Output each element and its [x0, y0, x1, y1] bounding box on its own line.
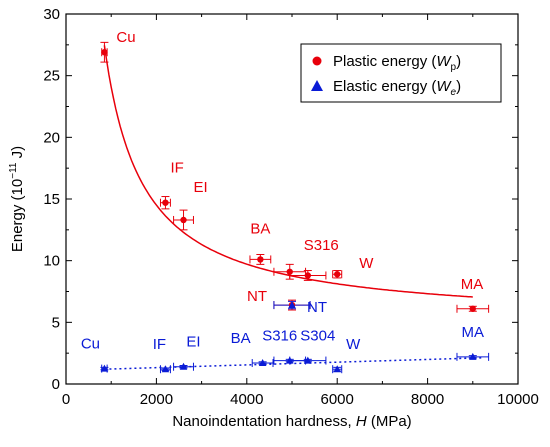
- point-label-s316: S316: [304, 237, 339, 254]
- x-tick-label: 2000: [140, 391, 173, 408]
- point-plastic-ba: [257, 256, 264, 263]
- legend-box: [300, 43, 502, 103]
- y-tick-label: 0: [52, 376, 60, 393]
- x-tick-label: 4000: [230, 391, 263, 408]
- x-axis-title: Nanoindentation hardness, H (MPa): [172, 413, 411, 430]
- point-elastic-s304: [304, 356, 312, 364]
- y-tick-label: 10: [43, 253, 60, 270]
- point-label-ei: EI: [186, 334, 200, 351]
- axis-ticks: 0 2000 4000 6000 8000 10000 0 5 10 15 20 25 30: [43, 6, 539, 408]
- point-elastic-ba: [258, 359, 267, 367]
- x-tick-label: 6000: [321, 391, 354, 408]
- point-elastic-cu: [100, 364, 109, 372]
- legend-marker-plastic: [312, 56, 322, 66]
- data-markers: [100, 49, 477, 373]
- y-tick-label: 30: [43, 6, 60, 23]
- point-label-cu: Cu: [81, 336, 100, 353]
- x-tick-label: 10000: [497, 391, 539, 408]
- point-label-ba: BA: [250, 220, 270, 237]
- point-label-ba: BA: [231, 330, 251, 347]
- point-label-ei: EI: [194, 179, 208, 196]
- point-plastic-if: [162, 199, 169, 206]
- y-tick-label: 25: [43, 68, 60, 85]
- legend-marker-elastic: [311, 80, 323, 91]
- point-plastic-ma: [469, 305, 476, 312]
- point-plastic-w: [334, 271, 341, 278]
- plot-frame: [65, 13, 519, 385]
- y-tick-label: 20: [43, 129, 60, 146]
- point-elastic-w: [333, 365, 341, 373]
- point-label-s316: S316: [262, 328, 297, 345]
- point-elastic-ei: [179, 362, 188, 370]
- point-elastic-if: [161, 365, 170, 373]
- point-label-nt: NT: [247, 288, 267, 305]
- point-plastic-ei: [180, 216, 187, 224]
- fit-curves: [103, 45, 482, 370]
- point-label-cu: Cu: [116, 29, 135, 46]
- legend-label-plastic: Plastic energy (Wp): [333, 53, 461, 73]
- point-label-w: W: [346, 336, 361, 353]
- point-elastic-ma: [469, 352, 477, 360]
- point-plastic-cu: [101, 49, 108, 56]
- point-label-w: W: [359, 255, 374, 272]
- point-elastic-s316: [285, 356, 294, 364]
- x-tick-label: 8000: [411, 391, 444, 408]
- x-tick-label: 0: [62, 391, 70, 408]
- fit-curve-plastic: [103, 45, 473, 298]
- legend: Plastic energy (Wp) Elastic energy (We): [300, 43, 502, 103]
- legend-label-elastic: Elastic energy (We): [333, 78, 461, 98]
- point-label-ma: MA: [461, 276, 484, 293]
- y-axis-title: Energy (10−11 J): [8, 146, 26, 252]
- point-label-nt: NT: [307, 299, 327, 316]
- point-plastic-s316: [286, 268, 293, 275]
- point-label-s304: S304: [300, 328, 335, 345]
- y-tick-label: 5: [52, 314, 60, 331]
- point-plastic-unlabeled: [304, 272, 312, 279]
- point-elastic-nt: [288, 301, 296, 309]
- point-label-if: IF: [170, 160, 183, 177]
- point-label-ma: MA: [462, 324, 485, 341]
- point-label-if: IF: [153, 336, 166, 353]
- y-tick-label: 15: [43, 191, 60, 208]
